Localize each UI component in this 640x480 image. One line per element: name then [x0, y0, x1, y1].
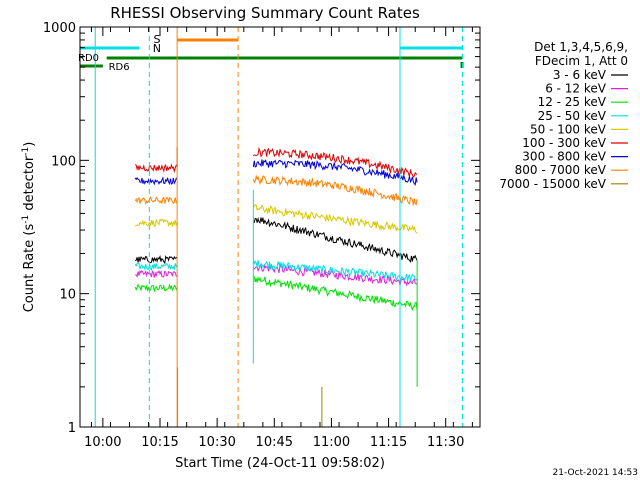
legend-label: 25 - 50 keV: [538, 109, 607, 123]
x-tick-label: 10:45: [256, 435, 293, 450]
series-line-1: [134, 195, 178, 205]
series-line-1: [134, 176, 178, 186]
y-axis-label-part3: ): [22, 142, 37, 147]
generation-timestamp: 21-Oct-2021 14:53: [553, 468, 638, 478]
series-line-1: [135, 269, 178, 278]
series-line-2: [253, 216, 418, 264]
plot-frame: [79, 26, 481, 428]
y-axis-label-sup1: -1: [21, 215, 31, 224]
x-tick-label: 10:00: [84, 435, 121, 450]
saa-flag-label: S: [154, 33, 161, 46]
chart-title: RHESSI Observing Summary Count Rates: [110, 4, 420, 22]
x-tick-label: 10:30: [198, 435, 235, 450]
series-line-2: [252, 146, 418, 178]
legend: Det 1,3,4,5,6,9, FDecim 1, Att 0 3 - 6 k…: [499, 40, 628, 191]
legend-header-line1: Det 1,3,4,5,6,9,: [534, 40, 628, 54]
series-line-1: [134, 262, 178, 272]
x-axis-label: Start Time (24-Oct-11 09:58:02): [175, 456, 385, 471]
y-axis-label: Count Rate (s-1 detector-1): [21, 142, 37, 313]
x-tick-label: 10:15: [141, 435, 178, 450]
series-line-2: [252, 174, 418, 206]
x-tick-label: 11:30: [427, 435, 464, 450]
legend-label: 100 - 300 keV: [522, 136, 606, 150]
legend-label: 7000 - 15000 keV: [499, 177, 606, 191]
axes-layer: 1 10 100 1000 10:00 10:15 10:30 10:45 11:00 11:15…: [43, 21, 480, 450]
legend-label: 50 - 100 keV: [530, 122, 607, 136]
series-line-1: [134, 163, 178, 174]
y-axis-label-sup2: -1: [21, 147, 31, 156]
x-tick-label: 11:00: [313, 435, 350, 450]
legend-label: 12 - 25 keV: [538, 95, 607, 109]
series-layer: [134, 146, 418, 428]
y-tick-label: 10: [59, 288, 76, 303]
y-tick-label: 1000: [43, 21, 76, 36]
legend-header-line2: FDecim 1, Att 0: [535, 54, 628, 68]
series-line-1: [134, 218, 178, 228]
y-tick-label: 1: [68, 421, 76, 436]
legend-label: 800 - 7000 keV: [515, 163, 607, 177]
y-tick-label: 100: [51, 154, 76, 169]
legend-label: 3 - 6 keV: [553, 68, 607, 82]
legend-label: 300 - 800 keV: [522, 150, 606, 164]
series-line-1: [134, 283, 178, 293]
series-line-2: [252, 275, 418, 311]
series-line-2: [252, 159, 418, 186]
series-line-2: [253, 204, 418, 234]
legend-label: 6 - 12 keV: [545, 82, 607, 96]
rd6-flag-label: RD6: [109, 62, 130, 73]
series-line-1: [135, 254, 178, 265]
night-flag-label: N: [153, 42, 161, 55]
rd0-flag-label: RD0: [78, 53, 99, 64]
y-axis-label-part2: detector: [22, 155, 37, 215]
x-tick-label: 11:15: [370, 435, 407, 450]
y-axis-label-part1: Count Rate (s: [22, 224, 37, 313]
series-line-2: [252, 259, 418, 283]
flags-layer: SN RD0 RD6: [78, 27, 464, 427]
